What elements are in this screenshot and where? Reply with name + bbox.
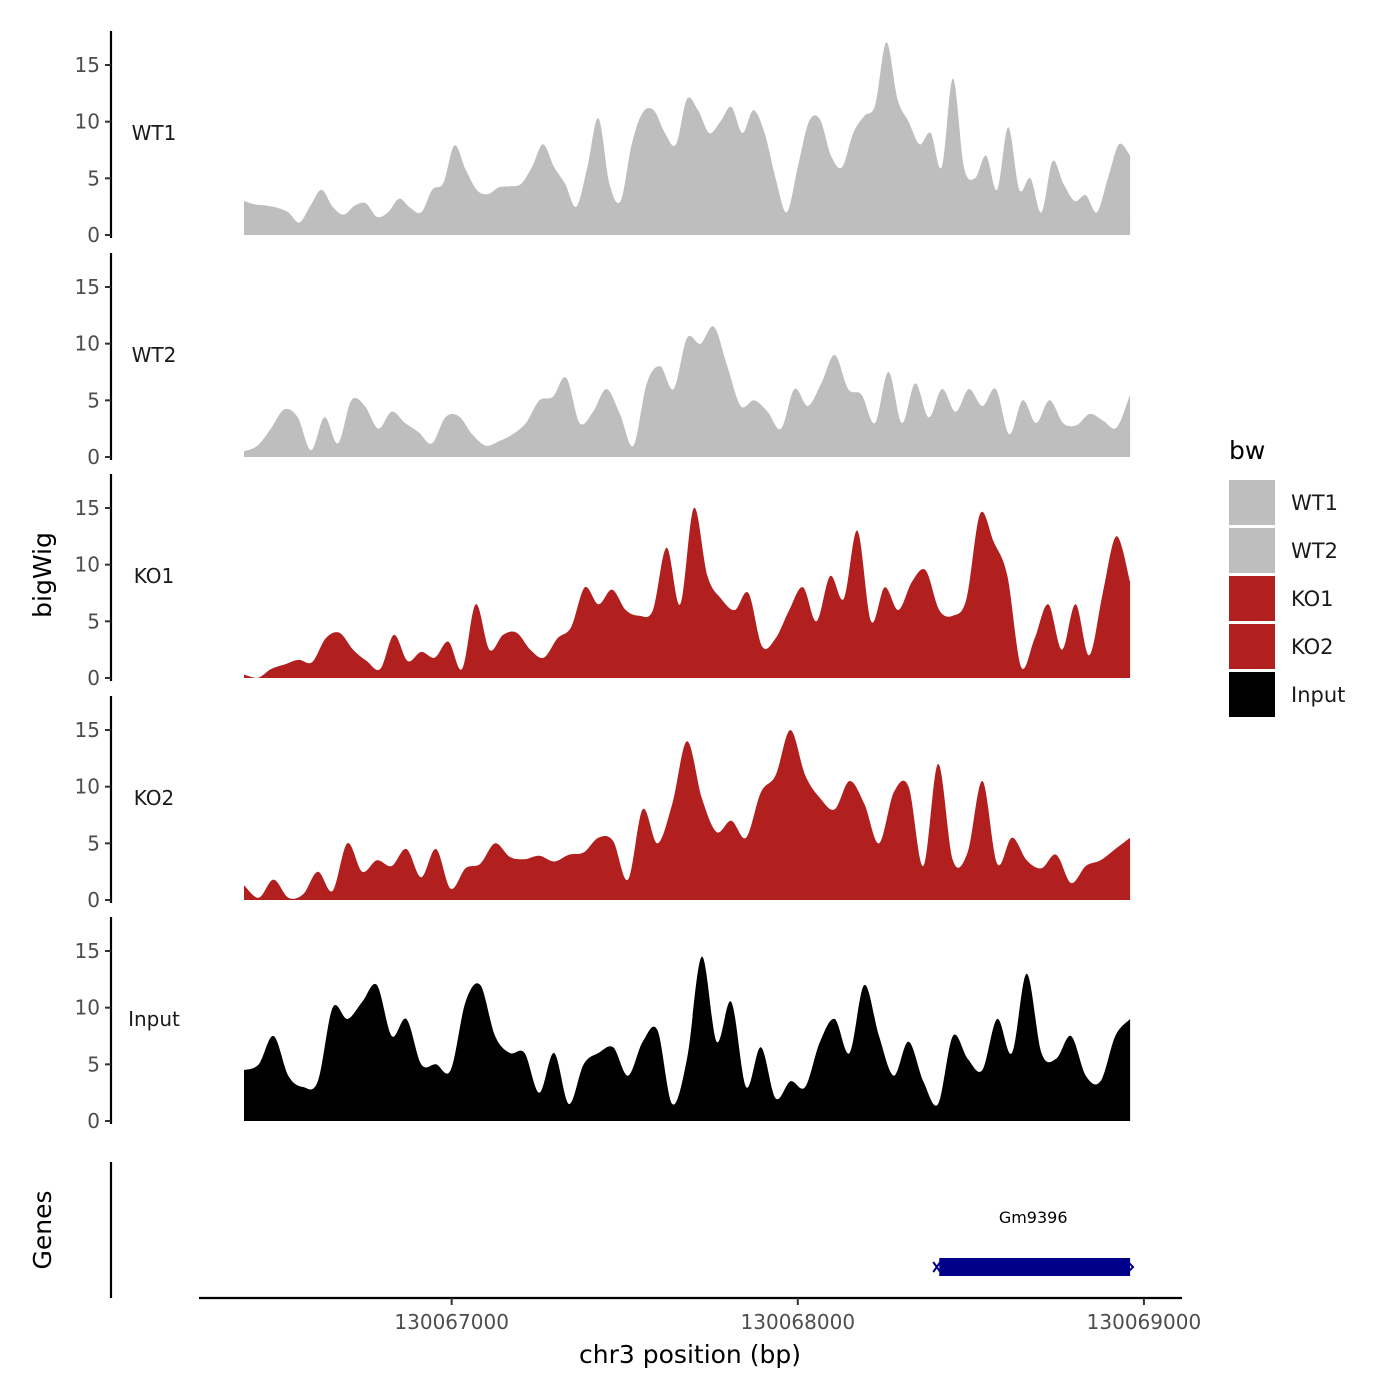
- y-tick-label: 15: [75, 718, 100, 742]
- y-tick-label: 10: [75, 775, 100, 799]
- y-tick-label: 15: [75, 496, 100, 520]
- x-tick-label: 130067000: [394, 1310, 509, 1334]
- track-label-input: Input: [128, 1007, 180, 1031]
- legend-label: KO2: [1291, 635, 1334, 659]
- track-wt1: 0 5 10 15 WT1: [75, 31, 1131, 247]
- coverage-area-ko1: [244, 507, 1131, 678]
- gene-label: Gm9396: [999, 1208, 1068, 1227]
- y-tick-label: 5: [87, 609, 100, 633]
- track-label-wt1: WT1: [132, 121, 177, 145]
- gene-body: [939, 1258, 1131, 1276]
- y-tick-label: 10: [75, 553, 100, 577]
- legend-swatch: [1229, 576, 1275, 621]
- legend-swatch: [1229, 672, 1275, 717]
- legend-label: KO1: [1291, 587, 1334, 611]
- y-tick-label: 0: [87, 1109, 100, 1133]
- y-tick-label: 0: [87, 666, 100, 690]
- legend-label: WT1: [1291, 491, 1338, 515]
- track-input: 0 5 10 15 Input: [75, 917, 1131, 1133]
- strand-arrow-icon: [932, 1261, 942, 1273]
- track-ko1: 0 5 10 15 KO1: [75, 474, 1131, 690]
- legend-label: WT2: [1291, 539, 1338, 563]
- gene-end-marker-icon: [1127, 1261, 1135, 1273]
- track-wt2: 0 5 10 15 WT2: [75, 253, 1131, 469]
- gene-track: Genes Gm9396: [28, 1162, 1135, 1298]
- y-axis-title: bigWig: [28, 532, 57, 618]
- coverage-area-ko2: [244, 730, 1131, 900]
- y-tick-label: 0: [87, 223, 100, 247]
- y-tick-label: 0: [87, 445, 100, 469]
- legend-swatch: [1229, 624, 1275, 669]
- x-tick-label: 130068000: [741, 1310, 856, 1334]
- y-tick-label: 15: [75, 53, 100, 77]
- legend-swatch: [1229, 480, 1275, 525]
- track-label-wt2: WT2: [132, 343, 177, 367]
- coverage-area-wt1: [244, 42, 1131, 235]
- y-tick-label: 15: [75, 275, 100, 299]
- legend-item-wt2: WT2: [1229, 528, 1338, 573]
- legend: bw WT1 WT2 KO1 KO2 Input: [1229, 436, 1345, 717]
- x-tick-label: 130069000: [1087, 1310, 1202, 1334]
- track-label-ko2: KO2: [134, 786, 175, 810]
- y-tick-label: 5: [87, 1052, 100, 1076]
- y-tick-label: 5: [87, 388, 100, 412]
- legend-item-ko1: KO1: [1229, 576, 1334, 621]
- coverage-tracks: 0 5 10 15 WT1 0 5 10 15 WT2 0 5 10 15 KO1 0 5 10 15 KO2 0 5 10…: [75, 31, 1131, 1133]
- y-tick-label: 10: [75, 996, 100, 1020]
- y-tick-label: 15: [75, 939, 100, 963]
- coverage-area-wt2: [244, 326, 1131, 457]
- y-tick-label: 10: [75, 332, 100, 356]
- y-tick-label: 5: [87, 166, 100, 190]
- legend-swatch: [1229, 528, 1275, 573]
- y-tick-label: 0: [87, 888, 100, 912]
- legend-item-ko2: KO2: [1229, 624, 1334, 669]
- y-tick-label: 5: [87, 831, 100, 855]
- y-tick-label: 10: [75, 110, 100, 134]
- genes-track-title: Genes: [28, 1190, 57, 1269]
- x-axis: chr3 position (bp) 130067000 130068000 130…: [199, 1296, 1202, 1369]
- legend-item-input: Input: [1229, 672, 1345, 717]
- track-label-ko1: KO1: [134, 564, 175, 588]
- x-axis-title: chr3 position (bp): [579, 1340, 801, 1369]
- legend-item-wt1: WT1: [1229, 480, 1338, 525]
- legend-label: Input: [1291, 683, 1345, 707]
- gene-gm9396: Gm9396: [932, 1208, 1135, 1276]
- track-ko2: 0 5 10 15 KO2: [75, 696, 1131, 912]
- coverage-area-input: [244, 956, 1131, 1121]
- legend-title: bw: [1229, 436, 1265, 465]
